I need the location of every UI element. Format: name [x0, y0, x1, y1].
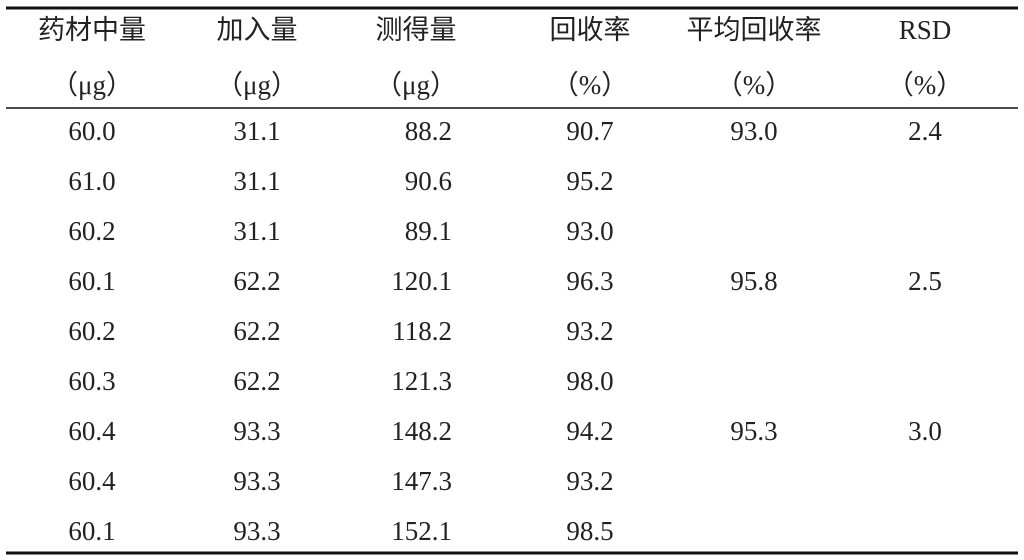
header-cell: 加入量: [217, 15, 298, 45]
cell: 60.4: [68, 416, 116, 446]
cell: 62.2: [233, 266, 280, 296]
cell: 93.2: [566, 316, 613, 346]
cell: 93.3: [233, 466, 280, 496]
cell: 62.2: [233, 366, 280, 396]
cell: 147.3: [391, 466, 452, 496]
cell: 152.1: [391, 516, 452, 546]
cell: 60.0: [68, 116, 115, 146]
cell: 98.0: [566, 366, 613, 396]
cell: 3.0: [908, 416, 942, 446]
cell: 94.2: [566, 416, 613, 446]
cell: 31.1: [233, 116, 280, 146]
cell: 61.0: [68, 166, 115, 196]
cell: 60.3: [68, 366, 115, 396]
cell: 93.2: [566, 466, 613, 496]
cell: 90.6: [405, 166, 452, 196]
cell: 93.0: [730, 116, 777, 146]
cell: 95.3: [730, 416, 777, 446]
header-cell: 测得量: [376, 15, 457, 45]
cell: 93.3: [233, 516, 280, 546]
cell: 95.2: [566, 166, 613, 196]
header-cell: 回收率: [550, 15, 631, 45]
unit-cell: （μg）: [51, 70, 133, 100]
cell: 62.2: [233, 316, 280, 346]
unit-cell: （μg）: [216, 70, 298, 100]
cell: 31.1: [233, 166, 280, 196]
cell: 89.1: [405, 216, 452, 246]
unit-cell: （μg）: [375, 70, 457, 100]
header-cell: 药材中量: [38, 15, 146, 45]
cell: 96.3: [566, 266, 613, 296]
unit-cell: （%）: [552, 70, 629, 100]
cell: 2.5: [908, 266, 942, 296]
unit-cell: （%）: [887, 70, 964, 100]
header-cell: 平均回收率: [687, 15, 822, 45]
cell: 121.3: [391, 366, 452, 396]
cell: 118.2: [392, 316, 452, 346]
cell: 120.1: [391, 266, 452, 296]
cell: 93.0: [566, 216, 613, 246]
cell: 60.1: [68, 516, 115, 546]
unit-cell: （%）: [716, 70, 793, 100]
cell: 60.2: [68, 216, 115, 246]
cell: 88.2: [405, 116, 452, 146]
cell: 93.3: [233, 416, 280, 446]
header-cell: RSD: [899, 15, 952, 45]
cell: 148.2: [391, 416, 452, 446]
cell: 90.7: [566, 116, 613, 146]
cell: 31.1: [233, 216, 280, 246]
cell: 2.4: [908, 116, 942, 146]
cell: 60.1: [68, 266, 115, 296]
cell: 60.4: [68, 466, 116, 496]
cell: 98.5: [566, 516, 613, 546]
cell: 95.8: [730, 266, 777, 296]
cell: 60.2: [68, 316, 115, 346]
